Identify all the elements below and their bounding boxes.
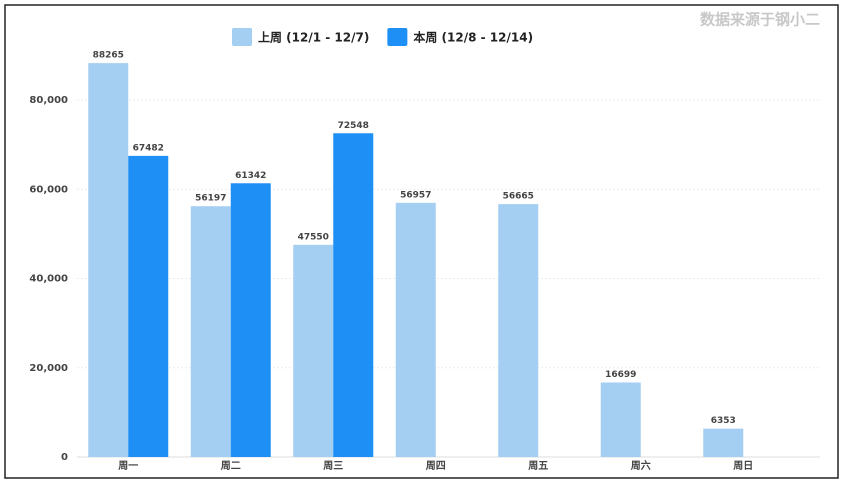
- bar: [498, 204, 539, 457]
- y-tick-label: 0: [61, 452, 68, 463]
- value-label: 6353: [711, 416, 736, 426]
- bar: [293, 244, 334, 457]
- x-tick-label: 周二: [221, 460, 241, 472]
- bar: [190, 206, 231, 457]
- bar: [600, 382, 641, 457]
- bar: [703, 428, 744, 457]
- y-tick-label: 20,000: [29, 363, 68, 374]
- bar: [88, 63, 129, 458]
- y-tick-label: 80,000: [29, 95, 68, 106]
- x-tick-label: 周三: [323, 460, 343, 472]
- x-tick-label: 周五: [528, 460, 548, 472]
- y-tick-label: 60,000: [29, 184, 68, 195]
- value-label: 61342: [235, 171, 266, 181]
- value-label: 72548: [338, 121, 369, 131]
- x-tick-label: 周六: [631, 459, 651, 472]
- value-label: 47550: [298, 232, 329, 242]
- value-label: 88265: [93, 51, 124, 61]
- bar: [230, 183, 271, 457]
- y-tick-label: 40,000: [29, 274, 68, 285]
- value-label: 67482: [133, 143, 164, 153]
- value-label: 56197: [195, 194, 226, 204]
- bar: [128, 155, 169, 457]
- legend-swatch: [232, 28, 252, 46]
- legend-label: 上周 (12/1 - 12/7): [258, 30, 369, 45]
- bar: [395, 202, 436, 457]
- x-tick-label: 周日: [733, 460, 753, 472]
- bar: [333, 133, 374, 457]
- value-label: 56957: [400, 190, 431, 200]
- value-label: 16699: [605, 370, 636, 380]
- x-tick-label: 周四: [426, 460, 446, 472]
- legend-label: 本周 (12/8 - 12/14): [413, 30, 533, 45]
- x-tick-label: 周一: [118, 460, 138, 472]
- value-label: 56665: [503, 192, 534, 202]
- source: 数据来源于钢小二: [700, 11, 820, 29]
- legend-swatch: [387, 28, 408, 46]
